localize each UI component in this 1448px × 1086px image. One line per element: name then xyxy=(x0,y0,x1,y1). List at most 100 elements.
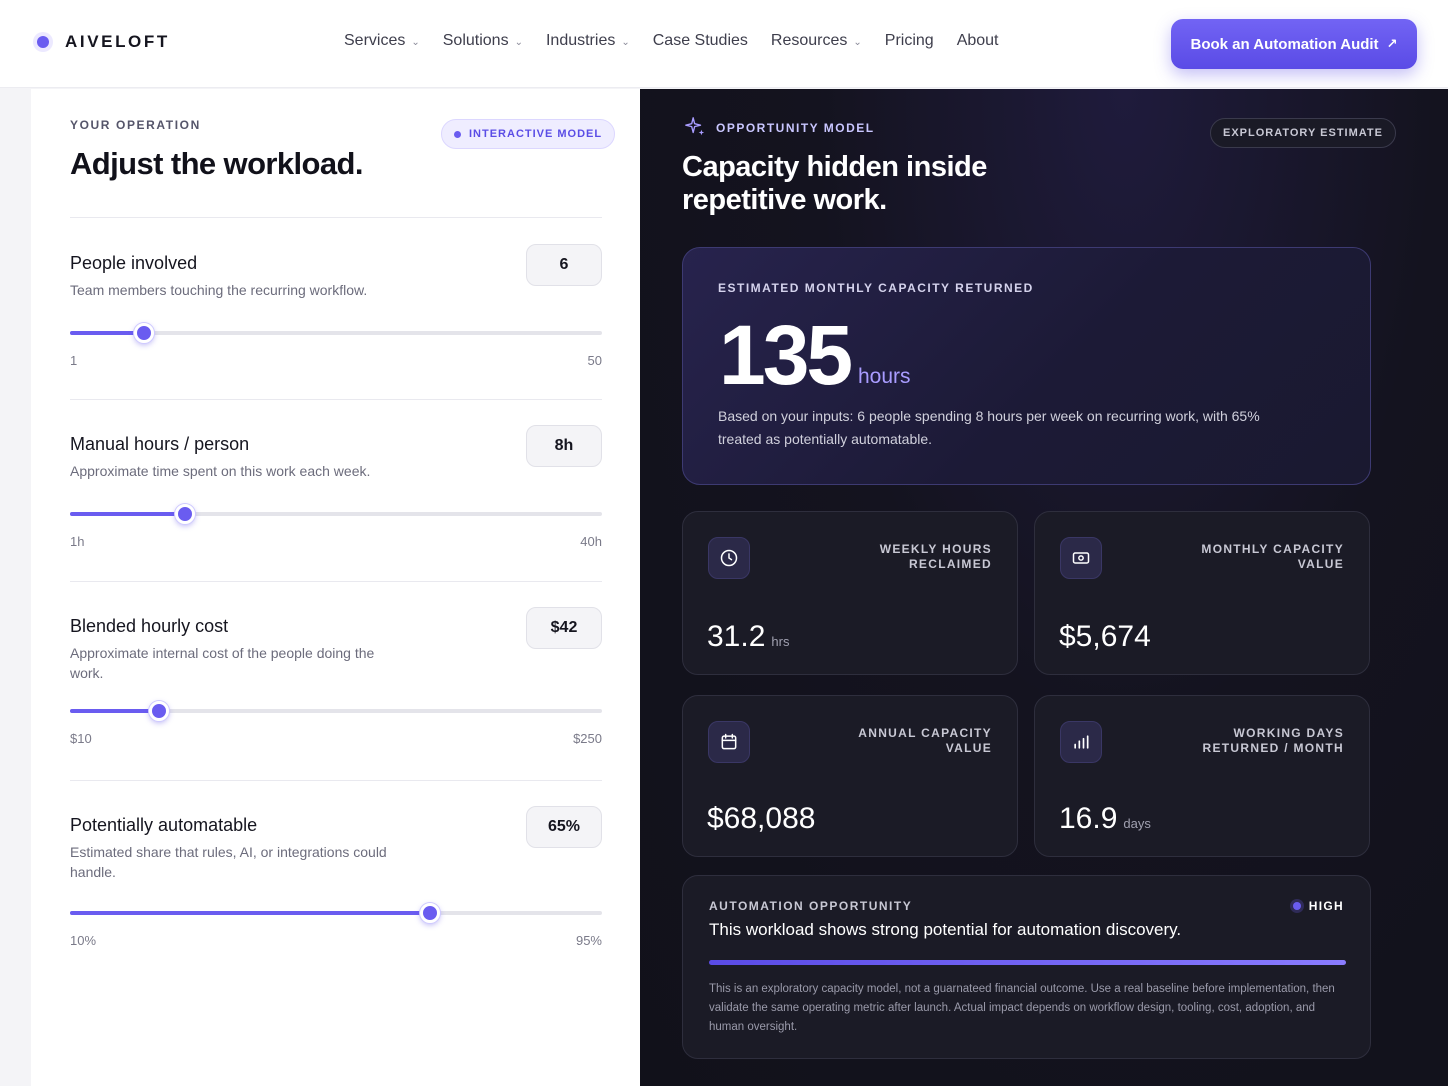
control-title: Potentially automatable xyxy=(70,815,258,835)
range-min: 1h xyxy=(70,534,85,549)
exploratory-estimate-badge: EXPLORATORY ESTIMATE xyxy=(1210,118,1396,148)
range-max: $250 xyxy=(573,731,602,746)
dot-icon xyxy=(454,130,461,138)
nav-item-industries[interactable]: Industries ⌄ xyxy=(546,32,630,50)
slider-fill xyxy=(70,331,144,335)
stat-value: $68,088 xyxy=(707,802,815,836)
slider-fill xyxy=(70,512,185,516)
sparkle-icon xyxy=(685,117,705,136)
stat-card-annual-value: ANNUAL CAPACITY VALUE $68,088 xyxy=(682,695,1018,857)
cost-value-input[interactable]: $42 xyxy=(526,607,602,649)
top-nav: AIVELOFT Services ⌄ Solutions ⌄ Industries… xyxy=(0,0,1448,88)
chevron-down-icon: ⌄ xyxy=(411,37,420,48)
control-desc: Approximate time spent on this work each… xyxy=(70,463,371,479)
cost-slider-track[interactable] xyxy=(70,701,602,721)
main-menu: Services ⌄ Solutions ⌄ Industries ⌄ Case St… xyxy=(344,32,999,50)
stat-label: MONTHLY CAPACITY VALUE xyxy=(1201,542,1344,571)
stat-number: $5,674 xyxy=(1059,620,1151,653)
opportunity-level-fill xyxy=(709,960,1346,965)
automatable-value-input[interactable]: 65% xyxy=(526,806,602,848)
monthly-capacity-card: ESTIMATED MONTHLY CAPACITY RETURNED 135 … xyxy=(682,247,1371,485)
chevron-down-icon: ⌄ xyxy=(621,37,630,48)
divider xyxy=(70,780,602,781)
stat-unit: days xyxy=(1123,816,1151,831)
stat-value: $5,674 xyxy=(1059,620,1151,654)
nav-label: About xyxy=(956,32,999,49)
nav-item-case-studies[interactable]: Case Studies xyxy=(653,32,748,50)
stat-number: 31.2 xyxy=(707,620,766,653)
nav-item-resources[interactable]: Resources ⌄ xyxy=(771,32,862,50)
automatable-slider-track[interactable] xyxy=(70,903,602,923)
divider xyxy=(70,581,602,582)
panel-title: Capacity hidden inside repetitive work. xyxy=(682,151,987,216)
control-desc: Approximate internal cost of the people … xyxy=(70,645,375,681)
stat-value: 16.9 days xyxy=(1059,802,1151,836)
slider-fill xyxy=(70,709,159,713)
nav-item-about[interactable]: About xyxy=(957,32,999,50)
automation-opportunity-card: AUTOMATION OPPORTUNITY HIGH This workloa… xyxy=(682,875,1371,1059)
panel-eyebrow: OPPORTUNITY MODEL xyxy=(716,121,875,135)
range-max: 40h xyxy=(580,534,602,549)
range-min: $10 xyxy=(70,731,92,746)
slider-fill xyxy=(70,911,431,915)
workload-panel: YOUR OPERATION Adjust the workload. INTE… xyxy=(31,89,640,1086)
slider-range: 10% 95% xyxy=(70,933,602,948)
control-title: Manual hours / person xyxy=(70,434,250,454)
stat-unit: hrs xyxy=(771,634,790,649)
control-title: People involved xyxy=(70,253,198,273)
nav-label: Resources xyxy=(770,32,848,49)
stat-number: $68,088 xyxy=(707,802,816,835)
stat-card-working-days: WORKING DAYS RETURNED / MONTH 16.9 days xyxy=(1034,695,1370,857)
cost-slider-handle[interactable] xyxy=(148,701,169,721)
people-slider-handle[interactable] xyxy=(133,323,154,343)
hours-slider-handle[interactable] xyxy=(174,504,195,524)
card-eyebrow: ESTIMATED MONTHLY CAPACITY RETURNED xyxy=(718,281,1034,295)
bar-chart-icon xyxy=(1060,721,1102,763)
nav-label: Services xyxy=(344,32,406,49)
interactive-model-badge: INTERACTIVE MODEL xyxy=(441,119,616,149)
stat-label: WEEKLY HOURS RECLAIMED xyxy=(879,542,992,571)
opportunity-level-badge: HIGH xyxy=(1292,899,1344,913)
range-max: 95% xyxy=(575,933,602,948)
opportunity-title: This workload shows strong potential for… xyxy=(709,920,1182,939)
disclaimer-note: This is an exploratory capacity model, n… xyxy=(709,983,1335,1033)
opportunity-panel: OPPORTUNITY MODEL Capacity hidden inside… xyxy=(640,89,1448,1086)
badge-label: HIGH xyxy=(1308,899,1344,913)
control-title: Blended hourly cost xyxy=(70,616,229,636)
stat-value: 31.2 hrs xyxy=(707,620,789,654)
cta-label: Book an Automation Audit xyxy=(1190,35,1379,53)
hours-value-input[interactable]: 8h xyxy=(526,425,602,467)
panel-title: Adjust the workload. xyxy=(70,146,363,181)
book-audit-button[interactable]: Book an Automation Audit ↗ xyxy=(1171,19,1417,69)
nav-item-services[interactable]: Services ⌄ xyxy=(344,32,420,50)
hours-slider-track[interactable] xyxy=(70,504,602,524)
nav-item-pricing[interactable]: Pricing xyxy=(885,32,934,50)
brand-dot-icon xyxy=(33,32,53,52)
nav-item-solutions[interactable]: Solutions ⌄ xyxy=(443,32,523,50)
clock-icon xyxy=(708,537,750,579)
brand-logo[interactable]: AIVELOFT xyxy=(33,32,170,52)
brand-name: AIVELOFT xyxy=(65,32,170,51)
slider-range: 1h 40h xyxy=(70,534,602,549)
people-value-input[interactable]: 6 xyxy=(526,244,602,286)
badge-label: INTERACTIVE MODEL xyxy=(469,128,603,140)
monthly-hours-unit: hours xyxy=(858,365,911,388)
divider xyxy=(70,399,602,400)
money-icon xyxy=(1060,537,1102,579)
divider xyxy=(70,217,602,218)
monthly-hours-value: 135 xyxy=(719,308,853,402)
arrow-up-right-icon: ↗ xyxy=(1386,36,1398,51)
slider-range: $10 $250 xyxy=(70,731,602,746)
automatable-slider-handle[interactable] xyxy=(420,903,441,923)
stat-label: ANNUAL CAPACITY VALUE xyxy=(858,726,992,755)
calendar-icon xyxy=(708,721,750,763)
people-slider-track[interactable] xyxy=(70,323,602,343)
stat-card-monthly-value: MONTHLY CAPACITY VALUE $5,674 xyxy=(1034,511,1370,675)
card-description: Based on your inputs: 6 people spending … xyxy=(718,408,1260,447)
chevron-down-icon: ⌄ xyxy=(853,37,862,48)
stat-card-weekly-hours: WEEKLY HOURS RECLAIMED 31.2 hrs xyxy=(682,511,1018,675)
nav-label: Industries xyxy=(545,32,616,49)
panel-eyebrow: YOUR OPERATION xyxy=(70,118,201,132)
range-max: 50 xyxy=(587,353,602,368)
nav-label: Solutions xyxy=(442,32,509,49)
